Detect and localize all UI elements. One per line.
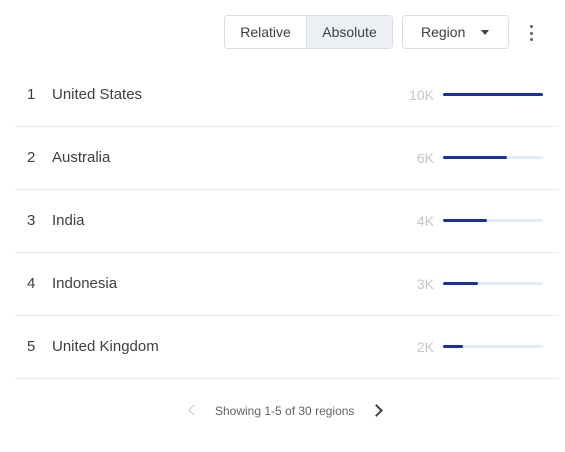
rank-number: 1 [27, 86, 36, 103]
caret-down-icon [481, 30, 489, 35]
relative-button[interactable]: Relative [225, 16, 307, 48]
mode-toggle: Relative Absolute [224, 15, 393, 49]
value-bar-fill [443, 282, 478, 285]
region-name: India [52, 212, 85, 229]
rank-number: 4 [27, 275, 36, 292]
region-value: 2K [416, 339, 434, 355]
region-name: United Kingdom [52, 338, 159, 355]
rank-number: 5 [27, 338, 36, 355]
value-bar [443, 219, 543, 222]
value-bar-fill [443, 345, 463, 348]
pagination-text: Showing 1-5 of 30 regions [215, 404, 355, 418]
list-item[interactable]: 1 United States 10K [15, 64, 559, 127]
region-value: 3K [416, 276, 434, 292]
region-value: 10K [409, 87, 434, 103]
value-bar [443, 156, 543, 159]
value-bar [443, 282, 543, 285]
region-dropdown[interactable]: Region [402, 15, 509, 49]
value-bar [443, 345, 543, 348]
region-value: 6K [416, 150, 434, 166]
list-item[interactable]: 4 Indonesia 3K [15, 253, 559, 316]
rank-number: 2 [27, 149, 36, 166]
region-name: Indonesia [52, 275, 118, 292]
list-item[interactable]: 5 United Kingdom 2K [15, 316, 559, 379]
region-name: United States [52, 86, 143, 103]
region-value: 4K [416, 213, 434, 229]
absolute-button[interactable]: Absolute [307, 16, 392, 48]
region-list: 1 United States 10K 2 Australia 6K 3 Ind… [15, 64, 559, 379]
more-vert-icon[interactable] [521, 21, 541, 45]
chevron-right-icon[interactable] [370, 404, 383, 417]
region-name: Australia [52, 149, 111, 166]
pagination: Showing 1-5 of 30 regions [0, 400, 565, 422]
list-item[interactable]: 2 Australia 6K [15, 127, 559, 190]
region-label: Region [421, 24, 466, 40]
value-bar-fill [443, 219, 487, 222]
chevron-left-icon[interactable] [188, 404, 200, 416]
value-bar-fill [443, 93, 543, 96]
value-bar [443, 93, 543, 96]
list-item[interactable]: 3 India 4K [15, 190, 559, 253]
value-bar-fill [443, 156, 507, 159]
rank-number: 3 [27, 212, 36, 229]
